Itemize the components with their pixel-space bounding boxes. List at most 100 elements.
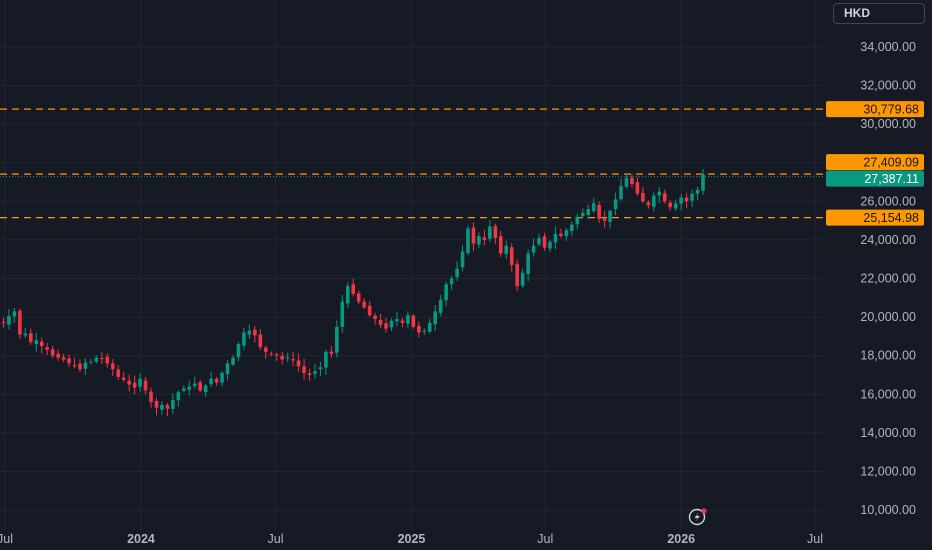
candle bbox=[356, 290, 361, 305]
candle bbox=[340, 294, 345, 333]
x-tick-label: Jul bbox=[537, 532, 553, 546]
candle bbox=[171, 393, 175, 415]
candle bbox=[302, 358, 306, 381]
candle bbox=[187, 380, 192, 396]
candle bbox=[12, 307, 17, 323]
candle bbox=[34, 332, 39, 352]
candle bbox=[455, 261, 459, 281]
candle bbox=[652, 192, 656, 212]
candle bbox=[285, 352, 290, 363]
candle bbox=[89, 359, 93, 365]
candle bbox=[209, 372, 213, 387]
candle bbox=[83, 358, 88, 376]
candle bbox=[580, 208, 585, 219]
candle bbox=[509, 243, 514, 272]
candle bbox=[471, 222, 476, 252]
price-axis[interactable]: 34,000.0032,000.0030,000.0028,000.0026,0… bbox=[860, 40, 916, 517]
candle bbox=[564, 227, 569, 241]
candle bbox=[280, 352, 284, 365]
candle bbox=[690, 189, 694, 207]
y-tick-label: 30,000.00 bbox=[860, 117, 916, 131]
candle bbox=[1, 317, 6, 328]
y-tick-label: 32,000.00 bbox=[860, 79, 916, 93]
candle bbox=[116, 365, 121, 381]
candle bbox=[192, 376, 197, 389]
y-tick-label: 16,000.00 bbox=[860, 387, 916, 401]
candle bbox=[515, 259, 519, 292]
candle bbox=[329, 346, 334, 358]
candle bbox=[45, 343, 49, 355]
y-tick-label: 20,000.00 bbox=[860, 310, 916, 324]
candle bbox=[411, 314, 416, 329]
candle bbox=[296, 353, 301, 373]
candle bbox=[132, 375, 137, 395]
price-badge: 25,154.98 bbox=[826, 209, 924, 226]
candle bbox=[613, 192, 618, 216]
candle bbox=[504, 240, 509, 260]
candle bbox=[236, 342, 241, 362]
candle bbox=[154, 397, 159, 416]
x-tick-label: Jul bbox=[0, 532, 13, 546]
candle bbox=[668, 200, 673, 211]
y-tick-label: 34,000.00 bbox=[860, 40, 916, 54]
candle bbox=[619, 178, 623, 201]
candle bbox=[121, 371, 126, 383]
candle bbox=[67, 354, 71, 368]
candle bbox=[351, 278, 356, 297]
y-tick-label: 18,000.00 bbox=[860, 349, 916, 363]
candle bbox=[165, 402, 170, 417]
candle bbox=[39, 337, 44, 354]
candle bbox=[247, 324, 252, 339]
candle bbox=[695, 186, 700, 201]
price-badge: 27,387.11 bbox=[826, 170, 924, 187]
candle bbox=[559, 228, 563, 238]
candle bbox=[105, 353, 110, 368]
candle bbox=[493, 223, 498, 244]
candle bbox=[608, 209, 612, 229]
time-axis[interactable]: Jul 2024 Jul 2025 Jul 2026 Jul bbox=[0, 532, 823, 546]
currency-label: HKD bbox=[844, 6, 870, 20]
candle bbox=[307, 368, 312, 381]
candlestick-series bbox=[1, 168, 705, 417]
candle bbox=[389, 318, 394, 332]
candle bbox=[466, 225, 470, 256]
candle bbox=[438, 294, 443, 317]
candle bbox=[231, 355, 235, 367]
currency-selector[interactable]: HKD bbox=[833, 3, 925, 24]
candle bbox=[373, 312, 377, 325]
candle bbox=[258, 329, 263, 351]
candle bbox=[78, 359, 82, 373]
y-tick-label: 12,000.00 bbox=[860, 464, 916, 478]
candle bbox=[586, 204, 591, 220]
candle bbox=[214, 376, 219, 386]
candle bbox=[433, 305, 438, 332]
price-badge-label: 27,409.09 bbox=[863, 156, 919, 170]
candle bbox=[28, 328, 33, 345]
live-indicator-icon[interactable] bbox=[688, 508, 707, 526]
candle bbox=[56, 349, 60, 361]
candle bbox=[548, 239, 552, 253]
candle bbox=[61, 353, 66, 363]
candle bbox=[23, 327, 28, 338]
candle bbox=[646, 200, 651, 209]
candle bbox=[345, 282, 350, 308]
candle bbox=[449, 275, 454, 290]
x-tick-label: 2026 bbox=[667, 532, 695, 546]
candle bbox=[444, 281, 448, 307]
candle bbox=[395, 311, 399, 327]
candle bbox=[378, 313, 383, 329]
candle bbox=[318, 361, 323, 376]
candle bbox=[160, 401, 164, 415]
candle bbox=[542, 232, 547, 251]
y-tick-label: 14,000.00 bbox=[860, 426, 916, 440]
candle bbox=[72, 357, 77, 369]
candle bbox=[149, 387, 153, 408]
candle bbox=[701, 168, 705, 195]
candle bbox=[460, 244, 465, 272]
y-tick-label: 10,000.00 bbox=[860, 503, 916, 517]
candle bbox=[384, 317, 388, 333]
x-tick-label: Jul bbox=[268, 532, 284, 546]
candle bbox=[291, 351, 295, 367]
candle bbox=[110, 359, 115, 376]
